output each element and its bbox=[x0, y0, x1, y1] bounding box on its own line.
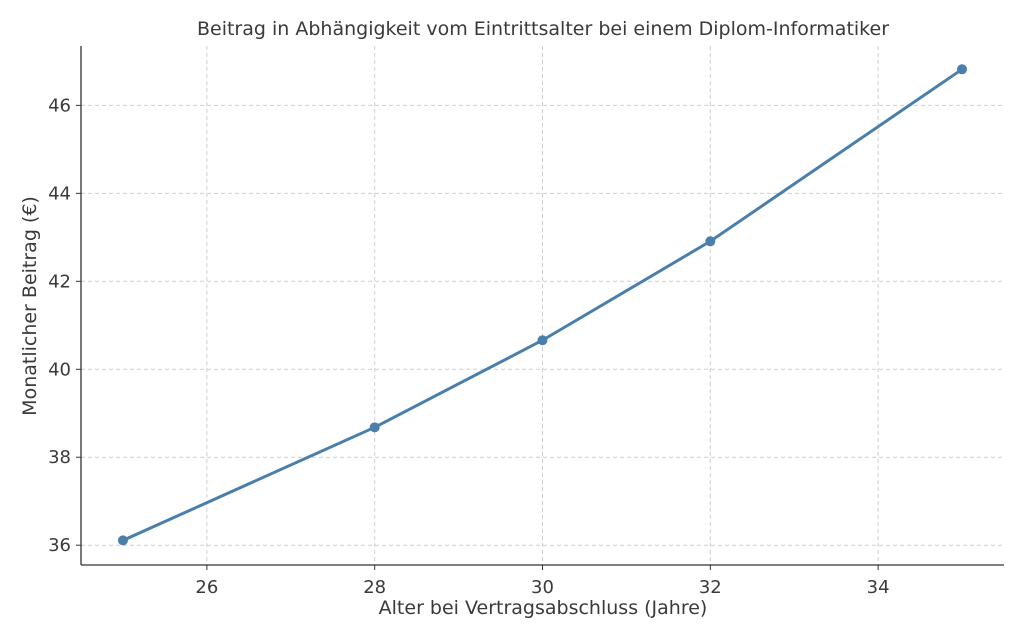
data-point bbox=[117, 535, 128, 546]
data-series bbox=[117, 64, 968, 546]
x-tick-label: 32 bbox=[699, 577, 722, 598]
data-point bbox=[957, 64, 968, 75]
y-tick-label: 36 bbox=[48, 535, 71, 556]
y-tick-label: 38 bbox=[48, 447, 71, 468]
x-tick-label: 26 bbox=[195, 577, 218, 598]
data-point bbox=[369, 422, 380, 433]
data-point bbox=[537, 335, 548, 346]
y-tick-label: 44 bbox=[48, 183, 71, 204]
x-tick-label: 34 bbox=[867, 577, 890, 598]
y-tick-label: 42 bbox=[48, 271, 71, 292]
y-axis-label: Monatlicher Beitrag (€) bbox=[19, 196, 41, 416]
x-tick-label: 30 bbox=[531, 577, 554, 598]
chart-title: Beitrag in Abhängigkeit vom Eintrittsalt… bbox=[197, 18, 889, 40]
y-axis-ticks: 36 38 40 42 44 46 bbox=[48, 95, 81, 556]
grid-lines bbox=[81, 46, 1004, 565]
y-tick-label: 46 bbox=[48, 95, 71, 116]
x-axis-label: Alter bei Vertragsabschluss (Jahre) bbox=[379, 597, 708, 619]
x-tick-label: 28 bbox=[363, 577, 386, 598]
data-point bbox=[705, 236, 716, 247]
x-axis-ticks: 26 28 30 32 34 bbox=[195, 565, 890, 598]
y-tick-label: 40 bbox=[48, 359, 71, 380]
